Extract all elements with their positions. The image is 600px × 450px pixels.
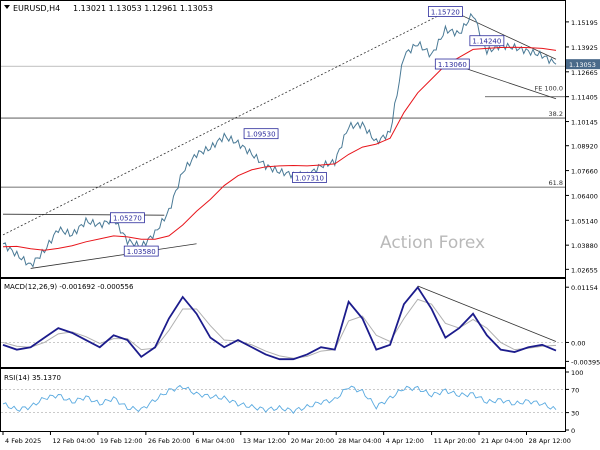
x-tick-label: 19 Feb 12:00 bbox=[100, 437, 143, 445]
x-tick-label: 11 Apr 20:00 bbox=[434, 437, 476, 445]
price-tick-label: 1.02655 bbox=[571, 266, 598, 274]
price-label: 1.13060 bbox=[438, 61, 467, 69]
fib-annotation: 61.8 bbox=[549, 179, 563, 187]
x-tick-label: 28 Apr 12:00 bbox=[529, 437, 571, 445]
x-tick-label: 13 Mar 12:00 bbox=[243, 437, 286, 445]
x-tick-label: 4 Apr 12:00 bbox=[386, 437, 424, 445]
price-label-box bbox=[110, 212, 145, 224]
rsi-series bbox=[1, 384, 565, 414]
macd-tick-label: 0.01154 bbox=[571, 284, 598, 292]
price-label-box bbox=[292, 172, 327, 183]
price-tick-label: 1.08920 bbox=[571, 143, 598, 151]
price-label: 1.05270 bbox=[113, 215, 142, 223]
long-trendline bbox=[2, 9, 451, 236]
price-tick-label: 1.12665 bbox=[571, 69, 598, 77]
price-line bbox=[2, 12, 557, 268]
price-label-box bbox=[434, 58, 470, 70]
macd-panel-frame bbox=[0, 278, 566, 368]
price-tick-label: 1.06400 bbox=[571, 192, 598, 200]
rsi-tick-label: 100 bbox=[571, 369, 583, 377]
trendlines bbox=[2, 9, 557, 269]
macd-y-axis: 0.01154 0.00 -0.003957 bbox=[566, 284, 600, 366]
price-tick-label: 1.13925 bbox=[571, 44, 598, 52]
macd-tick-label: 0.00 bbox=[571, 339, 585, 347]
current-price-tag bbox=[566, 59, 600, 70]
header: EURUSD,H4 1.13021 1.13053 1.12961 1.1305… bbox=[4, 4, 213, 13]
macd-tick-label: -0.003957 bbox=[571, 358, 600, 366]
current-price-label: 1.13053 bbox=[569, 61, 596, 69]
price-label: 1.09530 bbox=[247, 131, 276, 139]
price-label: 1.03580 bbox=[127, 248, 156, 256]
price-labels: FE 100.0 38.2 61.8 1.15720 1.14240 1.13060 1.0… bbox=[110, 6, 563, 257]
x-tick-label: 4 Feb 2025 bbox=[5, 437, 41, 445]
macd-series bbox=[1, 285, 565, 361]
ema-line bbox=[2, 46, 557, 251]
price-tick-label: 1.10145 bbox=[571, 119, 598, 127]
price-label-box bbox=[243, 128, 279, 140]
price-label: 1.14240 bbox=[472, 38, 501, 46]
rsi-title: RSI(14) 35.1370 bbox=[4, 374, 61, 382]
price-tick-label: 1.05140 bbox=[571, 217, 598, 225]
price-grid bbox=[1, 65, 565, 188]
rsi-tick-label: 30 bbox=[571, 410, 579, 418]
price-label: 1.07310 bbox=[295, 174, 324, 182]
price-series bbox=[2, 12, 557, 268]
macd-trendline bbox=[417, 285, 557, 342]
rsi-tick-label: 70 bbox=[571, 386, 579, 394]
rsi-line bbox=[2, 384, 557, 414]
symbol-label: EURUSD,H4 bbox=[13, 4, 60, 13]
macd-main-line bbox=[2, 285, 557, 361]
rsi-tick-label: 0 bbox=[571, 427, 575, 435]
price-tick-label: 1.11405 bbox=[571, 94, 598, 102]
price-label: 1.15720 bbox=[431, 9, 460, 17]
support-line bbox=[30, 243, 197, 269]
x-tick-label: 28 Mar 04:00 bbox=[338, 437, 381, 445]
ohlc-label: 1.13021 1.13053 1.12961 1.13053 bbox=[73, 4, 213, 13]
rsi-y-axis: 100 70 30 0 bbox=[566, 369, 583, 435]
price-tick-label: 1.03880 bbox=[571, 242, 598, 250]
rsi-panel-frame bbox=[0, 368, 566, 432]
fib-annotation: FE 100.0 bbox=[534, 85, 563, 93]
macd-signal-line bbox=[2, 298, 557, 359]
watermark: Action Forex bbox=[380, 233, 485, 253]
price-panel-frame bbox=[0, 0, 566, 278]
price-label-box bbox=[123, 245, 159, 257]
price-label-box bbox=[469, 35, 505, 47]
x-tick-label: 26 Feb 20:00 bbox=[148, 437, 191, 445]
price-tick-label: 1.15195 bbox=[571, 19, 598, 27]
dropdown-triangle-icon[interactable] bbox=[4, 5, 10, 9]
price-tick-label: 1.07660 bbox=[571, 168, 598, 176]
x-tick-label: 12 Feb 04:00 bbox=[52, 437, 95, 445]
price-y-axis: 1.15195 1.13925 1.12665 1.11405 1.10145 1.089… bbox=[566, 19, 600, 274]
fib-annotation: 38.2 bbox=[549, 110, 563, 118]
macd-title: MACD(12,26,9) -0.001692 -0.000556 bbox=[4, 283, 134, 291]
x-axis: 4 Feb 2025 12 Feb 04:00 19 Feb 12:00 26 Feb… bbox=[2, 432, 571, 445]
x-tick-label: 21 Apr 04:00 bbox=[481, 437, 523, 445]
x-tick-label: 6 Mar 04:00 bbox=[195, 437, 234, 445]
channel-upper-line bbox=[449, 9, 557, 60]
x-tick-label: 20 Mar 20:00 bbox=[291, 437, 334, 445]
price-label-box bbox=[427, 6, 463, 17]
